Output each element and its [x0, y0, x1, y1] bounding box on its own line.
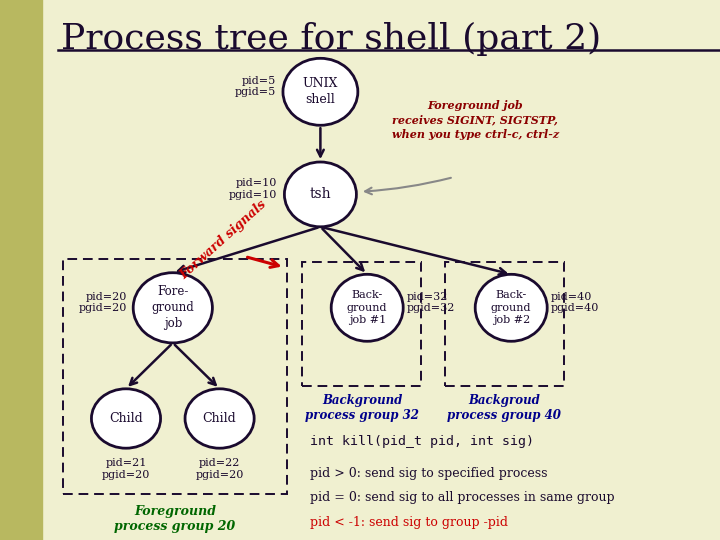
Text: pid=10
pgid=10: pid=10 pgid=10 — [229, 178, 277, 200]
Text: Backgroud
process group 40: Backgroud process group 40 — [447, 394, 561, 422]
Text: pid = 0: send sig to all processes in same group: pid = 0: send sig to all processes in sa… — [310, 491, 614, 504]
Ellipse shape — [91, 389, 161, 448]
Text: tsh: tsh — [310, 187, 331, 201]
Text: Back-
ground
job #1: Back- ground job #1 — [347, 291, 387, 325]
Text: Child: Child — [203, 412, 236, 425]
Text: Fore-
ground
job: Fore- ground job — [151, 285, 194, 330]
Bar — [0, 0, 42, 540]
Ellipse shape — [133, 273, 212, 343]
Text: pid=40
pgid=40: pid=40 pgid=40 — [551, 292, 599, 313]
Text: int kill(pid_t pid, int sig): int kill(pid_t pid, int sig) — [310, 435, 534, 448]
Text: Foreground
process group 20: Foreground process group 20 — [114, 505, 235, 533]
Text: UNIX
shell: UNIX shell — [302, 77, 338, 106]
Text: pid=20
pgid=20: pid=20 pgid=20 — [79, 292, 127, 313]
Text: Forward signals: Forward signals — [177, 198, 269, 282]
Text: pid=21
pgid=20: pid=21 pgid=20 — [102, 458, 150, 480]
Text: Foreground job
receives SIGINT, SIGTSTP,
when you type ctrl-c, ctrl-z: Foreground job receives SIGINT, SIGTSTP,… — [392, 100, 559, 140]
Text: pid > 0: send sig to specified process: pid > 0: send sig to specified process — [310, 467, 547, 480]
Text: Child: Child — [109, 412, 143, 425]
Text: pid < -1: send sig to group -pid: pid < -1: send sig to group -pid — [310, 516, 508, 529]
Ellipse shape — [185, 389, 254, 448]
Text: pid=5
pgid=5: pid=5 pgid=5 — [235, 76, 276, 97]
Text: Background
process group 32: Background process group 32 — [305, 394, 419, 422]
Ellipse shape — [283, 58, 358, 125]
Text: Back-
ground
job #2: Back- ground job #2 — [491, 291, 531, 325]
Text: pid=22
pgid=20: pid=22 pgid=20 — [195, 458, 244, 480]
Ellipse shape — [475, 274, 547, 341]
Text: Process tree for shell (part 2): Process tree for shell (part 2) — [61, 22, 601, 56]
Ellipse shape — [331, 274, 403, 341]
Ellipse shape — [284, 162, 356, 227]
Text: pid=32
pgid=32: pid=32 pgid=32 — [407, 292, 455, 313]
